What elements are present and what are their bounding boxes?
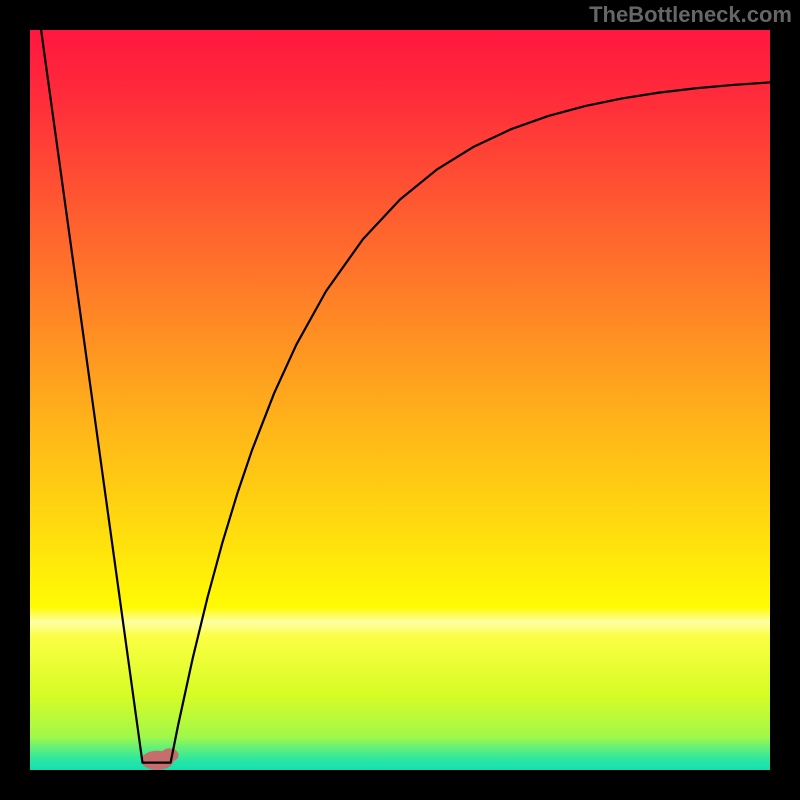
bottleneck-chart [0, 0, 800, 800]
chart-container: TheBottleneck.com [0, 0, 800, 800]
plot-area [30, 30, 770, 770]
watermark-text: TheBottleneck.com [589, 2, 792, 28]
